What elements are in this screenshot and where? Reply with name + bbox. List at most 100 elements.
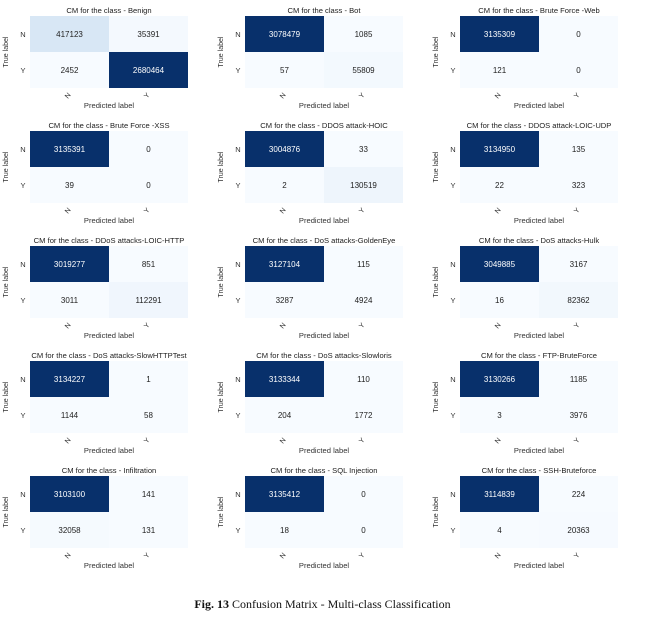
confusion-matrix-panel: CM for the class - DoS attacks-SlowHTTPT… — [2, 351, 217, 469]
chart-title: CM for the class - DDoS attacks-LOIC-HTT… — [34, 236, 185, 245]
cell-value-label: 4924 — [355, 296, 373, 305]
cell-value-label: 3134950 — [484, 145, 516, 154]
heatmap-cell — [539, 476, 618, 512]
cell-value-label: 3135309 — [484, 30, 516, 39]
row-tick-label: N — [235, 145, 240, 154]
col-tick-label: N — [64, 92, 73, 100]
col-tick-label: N — [494, 92, 503, 100]
heatmap-cell — [324, 282, 403, 318]
heatmap-cell — [324, 246, 403, 282]
confusion-matrix-svg: CM for the class - DoS attacks-Slowloris… — [218, 351, 403, 455]
y-axis-label: True label — [218, 36, 225, 67]
cell-value-label: 2452 — [61, 66, 79, 75]
cell-value-label: 0 — [146, 145, 151, 154]
confusion-matrix-panel: CM for the class - DoS attacks-Hulk 30498… — [432, 236, 645, 354]
heatmap-cell — [324, 167, 403, 203]
confusion-matrix-panel: CM for the class - FTP-BruteForce 3130266… — [432, 351, 645, 469]
cell-value-label: 55809 — [352, 66, 375, 75]
cell-value-label: 3114839 — [484, 490, 515, 499]
col-tick-label: Y — [573, 552, 582, 560]
row-tick-label: Y — [450, 181, 455, 190]
heatmap-cell — [245, 476, 324, 512]
heatmap-cell — [30, 246, 109, 282]
row-tick-label: Y — [20, 66, 25, 75]
cell-value-label: 0 — [361, 526, 366, 535]
cell-value-label: 1772 — [355, 411, 373, 420]
col-tick-label: Y — [143, 552, 152, 560]
confusion-matrix-svg: CM for the class - Brute Force -XSS 31353… — [3, 121, 188, 225]
cell-value-label: 135 — [572, 145, 586, 154]
confusion-matrix-panel: CM for the class - Bot 3078479 1085 57 55809… — [217, 6, 432, 124]
x-axis-label: Predicted label — [84, 446, 135, 455]
col-tick-label: Y — [573, 92, 582, 100]
y-axis-label: True label — [3, 266, 10, 297]
confusion-matrix-svg: CM for the class - DoS attacks-SlowHTTPT… — [3, 351, 188, 455]
confusion-matrix-svg: CM for the class - DDoS attacks-LOIC-HTT… — [3, 236, 188, 340]
heatmap-cell — [109, 52, 188, 88]
heatmap-cell — [245, 512, 324, 548]
chart-title: CM for the class - SSH-Bruteforce — [482, 466, 597, 475]
cell-value-label: 112291 — [135, 296, 162, 305]
cell-value-label: 3287 — [276, 296, 294, 305]
cell-value-label: 141 — [142, 490, 156, 499]
cell-value-label: 0 — [576, 30, 581, 39]
cell-value-label: 18 — [280, 526, 289, 535]
x-axis-label: Predicted label — [299, 216, 350, 225]
x-axis-label: Predicted label — [514, 101, 565, 110]
y-axis-label: True label — [433, 151, 440, 182]
cell-value-label: 3127104 — [269, 260, 301, 269]
row-tick-label: Y — [450, 526, 455, 535]
col-tick-label: Y — [143, 322, 152, 330]
confusion-matrix-panel: CM for the class - SSH-Bruteforce 3114839… — [432, 466, 645, 584]
cell-value-label: 3135391 — [54, 145, 86, 154]
heatmap-cell — [109, 397, 188, 433]
y-axis-label: True label — [218, 151, 225, 182]
confusion-matrix-panel: CM for the class - Brute Force -XSS 31353… — [2, 121, 217, 239]
heatmap-cell — [460, 131, 539, 167]
col-tick-label: Y — [358, 92, 367, 100]
chart-title: CM for the class - DDOS attack-HOIC — [260, 121, 388, 130]
heatmap-cell — [109, 16, 188, 52]
cell-value-label: 3019277 — [54, 260, 86, 269]
cell-value-label: 4 — [497, 526, 502, 535]
cell-value-label: 32058 — [58, 526, 81, 535]
cell-value-label: 0 — [146, 181, 151, 190]
heatmap-cell — [460, 361, 539, 397]
row-tick-label: Y — [450, 411, 455, 420]
col-tick-label: Y — [143, 437, 152, 445]
row-tick-label: Y — [450, 66, 455, 75]
cell-value-label: 2 — [282, 181, 287, 190]
heatmap-cell — [30, 16, 109, 52]
heatmap-cell — [245, 167, 324, 203]
col-tick-label: N — [279, 207, 288, 215]
cell-value-label: 3167 — [570, 260, 588, 269]
cell-value-label: 323 — [572, 181, 586, 190]
row-tick-label: N — [235, 375, 240, 384]
heatmap-cell — [109, 246, 188, 282]
x-axis-label: Predicted label — [299, 446, 350, 455]
y-axis-label: True label — [433, 381, 440, 412]
heatmap-cell — [324, 131, 403, 167]
row-tick-label: Y — [235, 296, 240, 305]
confusion-matrix-panel: CM for the class - DoS attacks-GoldenEye… — [217, 236, 432, 354]
row-tick-label: Y — [20, 526, 25, 535]
chart-title: CM for the class - DoS attacks-Hulk — [479, 236, 599, 245]
confusion-matrix-panel: CM for the class - DDOS attack-LOIC-UDP 3… — [432, 121, 645, 239]
cell-value-label: 417123 — [56, 30, 83, 39]
row-tick-label: N — [450, 145, 455, 154]
cell-value-label: 1185 — [570, 375, 588, 384]
col-tick-label: N — [494, 322, 503, 330]
confusion-matrix-panel: CM for the class - DoS attacks-Slowloris… — [217, 351, 432, 469]
cell-value-label: 3004876 — [269, 145, 301, 154]
heatmap-cell — [460, 52, 539, 88]
cell-value-label: 1085 — [355, 30, 373, 39]
confusion-matrix-panel: CM for the class - Brute Force -Web 31353… — [432, 6, 645, 124]
cell-value-label: 224 — [572, 490, 586, 499]
confusion-matrix-grid: CM for the class - Benign 417123 35391 2452… — [2, 6, 645, 584]
row-tick-label: N — [450, 260, 455, 269]
cell-value-label: 3103100 — [54, 490, 86, 499]
row-tick-label: N — [20, 260, 25, 269]
heatmap-cell — [539, 361, 618, 397]
col-tick-label: N — [64, 322, 73, 330]
col-tick-label: N — [279, 322, 288, 330]
